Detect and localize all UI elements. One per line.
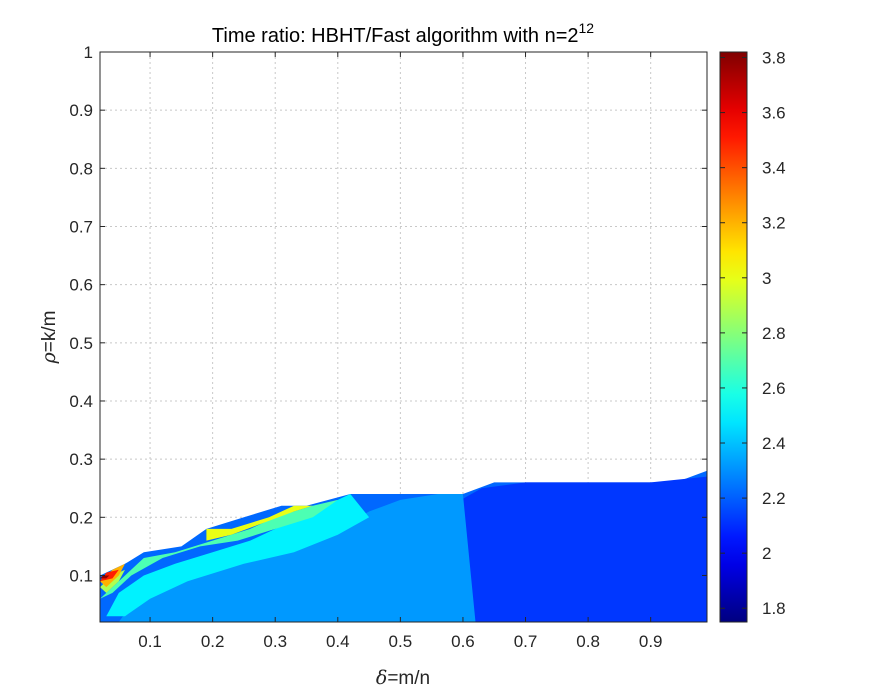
contour-region bbox=[206, 505, 313, 541]
y-tick-label: 0.7 bbox=[69, 217, 93, 236]
y-tick-label: 0.8 bbox=[69, 159, 93, 178]
x-axis-label: δ=m/n bbox=[376, 667, 430, 689]
x-tick-label: 0.6 bbox=[451, 632, 475, 651]
colorbar bbox=[719, 51, 748, 623]
chart-title: Time ratio: HBHT/Fast algorithm with n=2… bbox=[212, 20, 594, 47]
colorbar-tick-label: 1.8 bbox=[762, 599, 786, 618]
contour-region bbox=[100, 575, 110, 579]
x-tick-label: 0.3 bbox=[263, 632, 287, 651]
y-tick-label: 1 bbox=[84, 43, 93, 62]
x-tick-label: 0.2 bbox=[201, 632, 225, 651]
contour-region bbox=[118, 494, 476, 622]
colorbar-tick-label: 3.6 bbox=[762, 104, 786, 123]
x-tick-label: 0.4 bbox=[326, 632, 350, 651]
y-tick-label: 0.2 bbox=[69, 508, 93, 527]
x-tick-label: 0.5 bbox=[389, 632, 413, 651]
y-tick-label: 0.5 bbox=[69, 334, 93, 353]
colorbar-tick-label: 3 bbox=[762, 269, 771, 288]
y-tick-label: 0.6 bbox=[69, 276, 93, 295]
y-axis-label: ρ=k/m bbox=[38, 311, 60, 365]
y-tick-label: 0.4 bbox=[69, 392, 93, 411]
x-tick-label: 0.8 bbox=[576, 632, 600, 651]
colorbar-tick-label: 2.8 bbox=[762, 324, 786, 343]
colorbar-tick-label: 2.6 bbox=[762, 379, 786, 398]
contour-region bbox=[106, 494, 370, 617]
colorbar-tick-label: 2 bbox=[762, 544, 771, 563]
x-tick-label: 0.1 bbox=[138, 632, 162, 651]
colorbar-tick-label: 3.4 bbox=[762, 159, 786, 178]
colorbar-tick-label: 2.4 bbox=[762, 434, 786, 453]
contour-region bbox=[100, 499, 338, 599]
y-tick-label: 0.1 bbox=[69, 566, 93, 585]
y-tick-label: 0.3 bbox=[69, 450, 93, 469]
y-tick-label: 0.9 bbox=[69, 101, 93, 120]
x-tick-label: 0.9 bbox=[639, 632, 663, 651]
colorbar-tick-label: 3.8 bbox=[762, 49, 786, 68]
x-tick-label: 0.7 bbox=[514, 632, 538, 651]
plot-border bbox=[99, 51, 708, 623]
x-axis-ticks: 0.1 0.2 0.3 0.4 0.5 0.6 0.7 0.8 0.9 bbox=[138, 52, 663, 651]
colorbar-ticks: 1.8 2 2.2 2.4 2.6 2.8 3 3.2 3.4 3.6 3.8 bbox=[720, 49, 786, 618]
colorbar-tick-label: 3.2 bbox=[762, 214, 786, 233]
colorbar-tick-label: 2.2 bbox=[762, 489, 786, 508]
y-axis-ticks: 0.1 0.2 0.3 0.4 0.5 0.6 0.7 0.8 0.9 1 bbox=[69, 43, 707, 585]
contour-fill bbox=[100, 470, 707, 622]
